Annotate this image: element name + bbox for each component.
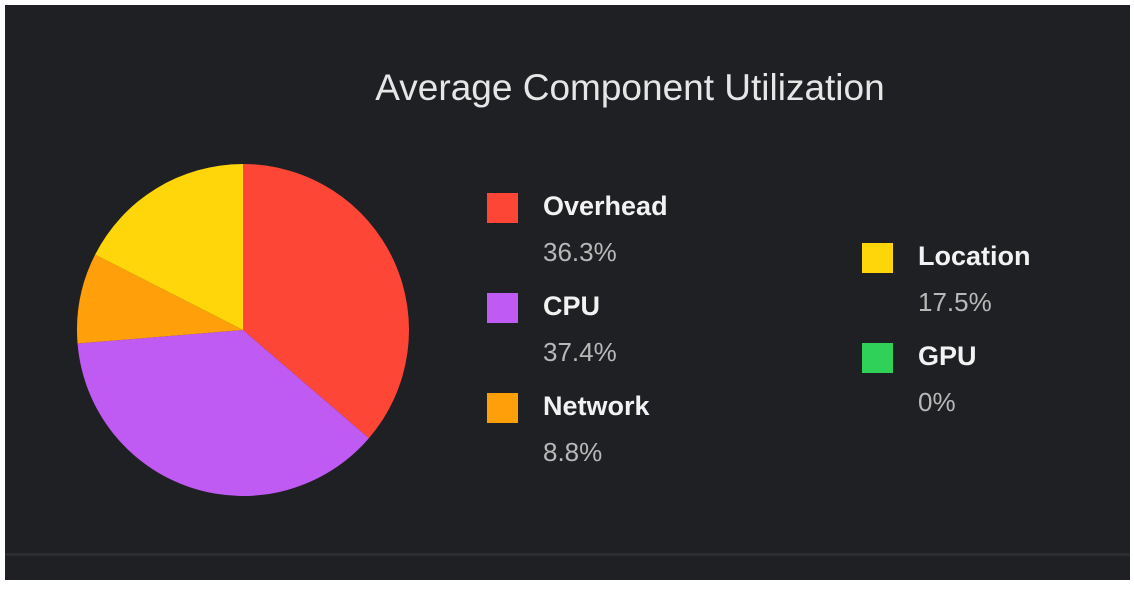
legend-value: 0% [918, 387, 956, 417]
legend-swatch [487, 293, 518, 323]
legend-value: 37.4% [543, 337, 617, 367]
pie-slice [77, 330, 369, 496]
legend-label: CPU [543, 291, 600, 321]
legend-swatch [487, 393, 518, 423]
legend-value: 36.3% [543, 237, 617, 267]
divider [5, 553, 1130, 556]
legend-swatch [862, 343, 893, 373]
pie-slice [77, 254, 243, 344]
pie-slice [243, 164, 410, 439]
legend-value: 17.5% [918, 287, 992, 317]
legend-value: 8.8% [543, 437, 602, 467]
legend-swatch [487, 193, 518, 223]
pie-slice [95, 164, 243, 330]
legend-label: Overhead [543, 191, 668, 221]
legend-label: Location [918, 241, 1031, 271]
legend-label: Network [543, 391, 651, 421]
legend-swatch [862, 243, 893, 273]
legend-label: GPU [918, 341, 977, 371]
chart-title: Average Component Utilization [375, 67, 884, 108]
